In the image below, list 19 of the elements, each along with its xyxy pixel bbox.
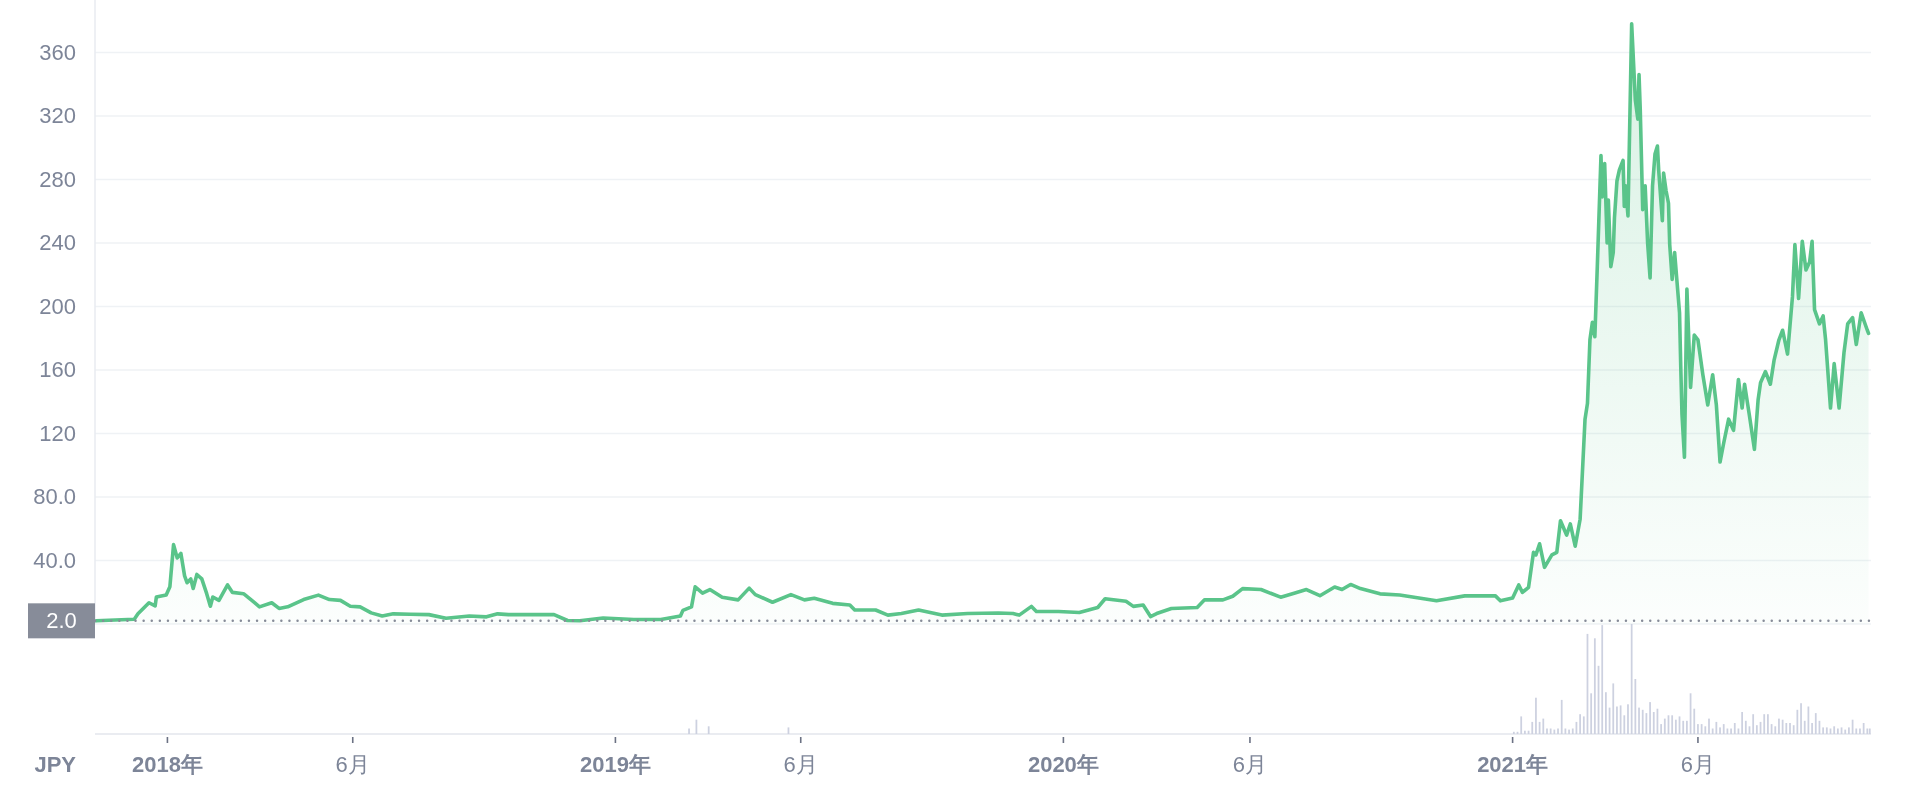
x-tick-label: 6月 bbox=[335, 751, 370, 777]
x-tick-label: 6月 bbox=[1680, 751, 1716, 777]
x-tick-label: 6月 bbox=[783, 751, 818, 777]
x-tick-label: 2020年 bbox=[1027, 751, 1099, 777]
x-tick-label: 2018年 bbox=[131, 751, 203, 777]
y-tick-label: 280 bbox=[39, 166, 76, 192]
x-tick-label: 2021年 bbox=[1477, 751, 1549, 777]
y-axis-title: JPY bbox=[34, 751, 77, 777]
y-tick-label: 320 bbox=[39, 103, 76, 129]
x-tick-label: 6月 bbox=[1232, 751, 1268, 777]
y-tick-label: 360 bbox=[39, 39, 76, 65]
y-tick-label: 80.0 bbox=[33, 484, 76, 510]
y-tick-label: 120 bbox=[39, 420, 76, 446]
y-tick-label: 240 bbox=[39, 230, 76, 256]
y-tick-label: 200 bbox=[39, 293, 76, 319]
ref-line-label: 2.0 bbox=[46, 608, 77, 634]
y-tick-label: 160 bbox=[39, 357, 76, 383]
x-tick-label: 2019年 bbox=[579, 751, 651, 777]
y-tick-label: 40.0 bbox=[33, 547, 76, 573]
